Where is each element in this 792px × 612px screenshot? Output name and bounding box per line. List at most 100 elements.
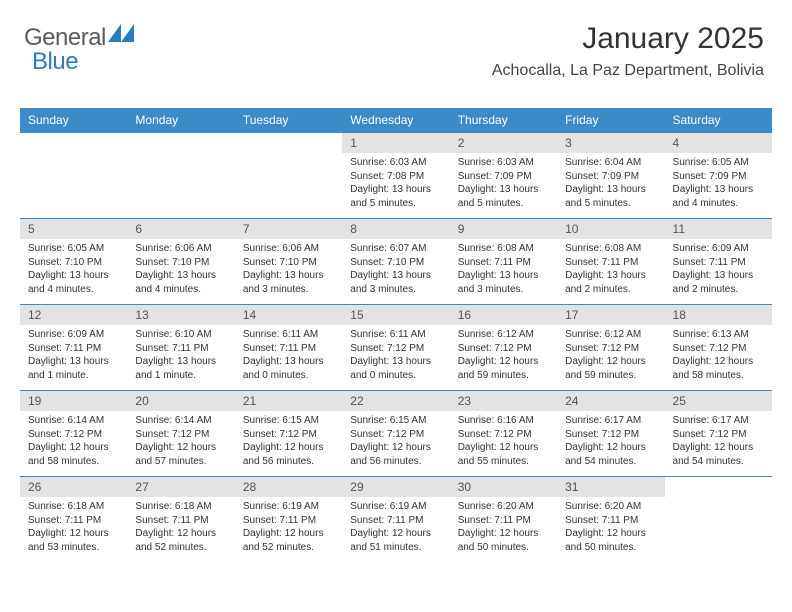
weekday-header: Monday	[127, 108, 234, 133]
day-number: 4	[665, 133, 772, 153]
day-daylight: Daylight: 12 hours and 55 minutes.	[458, 441, 549, 468]
weekday-header: Wednesday	[342, 108, 449, 133]
day-daylight: Daylight: 12 hours and 52 minutes.	[135, 527, 226, 554]
day-number: 17	[557, 305, 664, 325]
day-body: Sunrise: 6:04 AMSunset: 7:09 PMDaylight:…	[557, 153, 664, 214]
day-sunrise: Sunrise: 6:08 AM	[458, 242, 549, 256]
day-sunrise: Sunrise: 6:13 AM	[673, 328, 764, 342]
day-sunrise: Sunrise: 6:17 AM	[673, 414, 764, 428]
day-number: 29	[342, 477, 449, 497]
day-number: 12	[20, 305, 127, 325]
day-sunset: Sunset: 7:12 PM	[673, 428, 764, 442]
calendar-day-cell	[127, 133, 234, 219]
day-number: 13	[127, 305, 234, 325]
title-block: January 2025 Achocalla, La Paz Departmen…	[492, 22, 764, 80]
day-sunrise: Sunrise: 6:03 AM	[350, 156, 441, 170]
day-number: 23	[450, 391, 557, 411]
day-daylight: Daylight: 13 hours and 1 minute.	[28, 355, 119, 382]
day-daylight: Daylight: 12 hours and 54 minutes.	[673, 441, 764, 468]
calendar-week-row: 19Sunrise: 6:14 AMSunset: 7:12 PMDayligh…	[20, 391, 772, 477]
calendar-day-cell	[235, 133, 342, 219]
calendar-week-row: 26Sunrise: 6:18 AMSunset: 7:11 PMDayligh…	[20, 477, 772, 563]
day-sunset: Sunset: 7:12 PM	[28, 428, 119, 442]
day-body: Sunrise: 6:05 AMSunset: 7:09 PMDaylight:…	[665, 153, 772, 214]
day-sunset: Sunset: 7:11 PM	[565, 256, 656, 270]
day-sunset: Sunset: 7:10 PM	[243, 256, 334, 270]
calendar-day-cell: 11Sunrise: 6:09 AMSunset: 7:11 PMDayligh…	[665, 219, 772, 305]
calendar-week-row: 5Sunrise: 6:05 AMSunset: 7:10 PMDaylight…	[20, 219, 772, 305]
day-daylight: Daylight: 12 hours and 52 minutes.	[243, 527, 334, 554]
day-daylight: Daylight: 12 hours and 58 minutes.	[673, 355, 764, 382]
day-number: 27	[127, 477, 234, 497]
day-body: Sunrise: 6:14 AMSunset: 7:12 PMDaylight:…	[127, 411, 234, 472]
day-sunrise: Sunrise: 6:15 AM	[243, 414, 334, 428]
day-sunset: Sunset: 7:12 PM	[458, 342, 549, 356]
day-sunrise: Sunrise: 6:18 AM	[28, 500, 119, 514]
calendar-day-cell: 21Sunrise: 6:15 AMSunset: 7:12 PMDayligh…	[235, 391, 342, 477]
day-body: Sunrise: 6:20 AMSunset: 7:11 PMDaylight:…	[557, 497, 664, 558]
day-body: Sunrise: 6:10 AMSunset: 7:11 PMDaylight:…	[127, 325, 234, 386]
day-sunrise: Sunrise: 6:19 AM	[350, 500, 441, 514]
calendar-day-cell: 4Sunrise: 6:05 AMSunset: 7:09 PMDaylight…	[665, 133, 772, 219]
day-sunrise: Sunrise: 6:05 AM	[28, 242, 119, 256]
day-daylight: Daylight: 12 hours and 59 minutes.	[458, 355, 549, 382]
calendar-day-cell: 6Sunrise: 6:06 AMSunset: 7:10 PMDaylight…	[127, 219, 234, 305]
day-sunset: Sunset: 7:10 PM	[28, 256, 119, 270]
calendar-day-cell: 29 Sunrise: 6:19 AMSunset: 7:11 PMDayligh…	[342, 477, 449, 563]
day-number: 2	[450, 133, 557, 153]
day-body: Sunrise: 6:18 AMSunset: 7:11 PMDaylight:…	[127, 497, 234, 558]
day-sunset: Sunset: 7:12 PM	[673, 342, 764, 356]
day-body: Sunrise: 6:06 AMSunset: 7:10 PMDaylight:…	[235, 239, 342, 300]
calendar-day-cell: 25Sunrise: 6:17 AMSunset: 7:12 PMDayligh…	[665, 391, 772, 477]
day-body: Sunrise: 6:15 AMSunset: 7:12 PMDaylight:…	[342, 411, 449, 472]
day-daylight: Daylight: 12 hours and 53 minutes.	[28, 527, 119, 554]
day-daylight: Daylight: 13 hours and 3 minutes.	[350, 269, 441, 296]
day-sunset: Sunset: 7:12 PM	[565, 428, 656, 442]
day-sunset: Sunset: 7:12 PM	[135, 428, 226, 442]
day-sunrise: Sunrise: 6:20 AM	[565, 500, 656, 514]
day-sunset: Sunset: 7:12 PM	[565, 342, 656, 356]
day-body: Sunrise: 6:08 AMSunset: 7:11 PMDaylight:…	[557, 239, 664, 300]
day-body: Sunrise: 6:05 AMSunset: 7:10 PMDaylight:…	[20, 239, 127, 300]
day-sunrise: Sunrise: 6:14 AM	[135, 414, 226, 428]
day-number: 26	[20, 477, 127, 497]
day-body: Sunrise: 6:11 AMSunset: 7:12 PMDaylight:…	[342, 325, 449, 386]
day-sunset: Sunset: 7:11 PM	[565, 514, 656, 528]
weekday-header-row: Sunday Monday Tuesday Wednesday Thursday…	[20, 108, 772, 133]
calendar-day-cell: 24Sunrise: 6:17 AMSunset: 7:12 PMDayligh…	[557, 391, 664, 477]
logo-text-blue-wrap: Blue	[32, 48, 78, 76]
day-sunset: Sunset: 7:11 PM	[350, 514, 441, 528]
day-number: 5	[20, 219, 127, 239]
day-daylight: Daylight: 13 hours and 3 minutes.	[458, 269, 549, 296]
day-daylight: Daylight: 13 hours and 5 minutes.	[565, 183, 656, 210]
calendar-table: Sunday Monday Tuesday Wednesday Thursday…	[20, 108, 772, 563]
day-daylight: Daylight: 13 hours and 1 minute.	[135, 355, 226, 382]
day-daylight: Daylight: 12 hours and 56 minutes.	[350, 441, 441, 468]
day-body: Sunrise: 6:15 AMSunset: 7:12 PMDaylight:…	[235, 411, 342, 472]
day-daylight: Daylight: 12 hours and 51 minutes.	[350, 527, 441, 554]
calendar-day-cell: 20Sunrise: 6:14 AMSunset: 7:12 PMDayligh…	[127, 391, 234, 477]
day-body: Sunrise: 6:09 AMSunset: 7:11 PMDaylight:…	[665, 239, 772, 300]
day-body: Sunrise: 6:18 AMSunset: 7:11 PMDaylight:…	[20, 497, 127, 558]
day-sunrise: Sunrise: 6:14 AM	[28, 414, 119, 428]
day-sunset: Sunset: 7:09 PM	[458, 170, 549, 184]
day-daylight: Daylight: 13 hours and 4 minutes.	[135, 269, 226, 296]
logo-text-blue: Blue	[32, 48, 78, 75]
day-body: Sunrise: 6:19 AMSunset: 7:11 PMDaylight:…	[235, 497, 342, 558]
day-sunrise: Sunrise: 6:03 AM	[458, 156, 549, 170]
day-number: 16	[450, 305, 557, 325]
calendar-day-cell: 12Sunrise: 6:09 AMSunset: 7:11 PMDayligh…	[20, 305, 127, 391]
day-sunset: Sunset: 7:11 PM	[458, 256, 549, 270]
calendar-day-cell	[665, 477, 772, 563]
day-body: Sunrise: 6:20 AMSunset: 7:11 PMDaylight:…	[450, 497, 557, 558]
day-body: Sunrise: 6:17 AMSunset: 7:12 PMDaylight:…	[557, 411, 664, 472]
day-number: 1	[342, 133, 449, 153]
calendar-week-row: 12Sunrise: 6:09 AMSunset: 7:11 PMDayligh…	[20, 305, 772, 391]
calendar-day-cell: 5Sunrise: 6:05 AMSunset: 7:10 PMDaylight…	[20, 219, 127, 305]
calendar-day-cell: 1Sunrise: 6:03 AMSunset: 7:08 PMDaylight…	[342, 133, 449, 219]
day-sunset: Sunset: 7:12 PM	[350, 428, 441, 442]
day-sunrise: Sunrise: 6:17 AM	[565, 414, 656, 428]
day-number: 8	[342, 219, 449, 239]
calendar-day-cell: 16Sunrise: 6:12 AMSunset: 7:12 PMDayligh…	[450, 305, 557, 391]
day-sunset: Sunset: 7:11 PM	[458, 514, 549, 528]
